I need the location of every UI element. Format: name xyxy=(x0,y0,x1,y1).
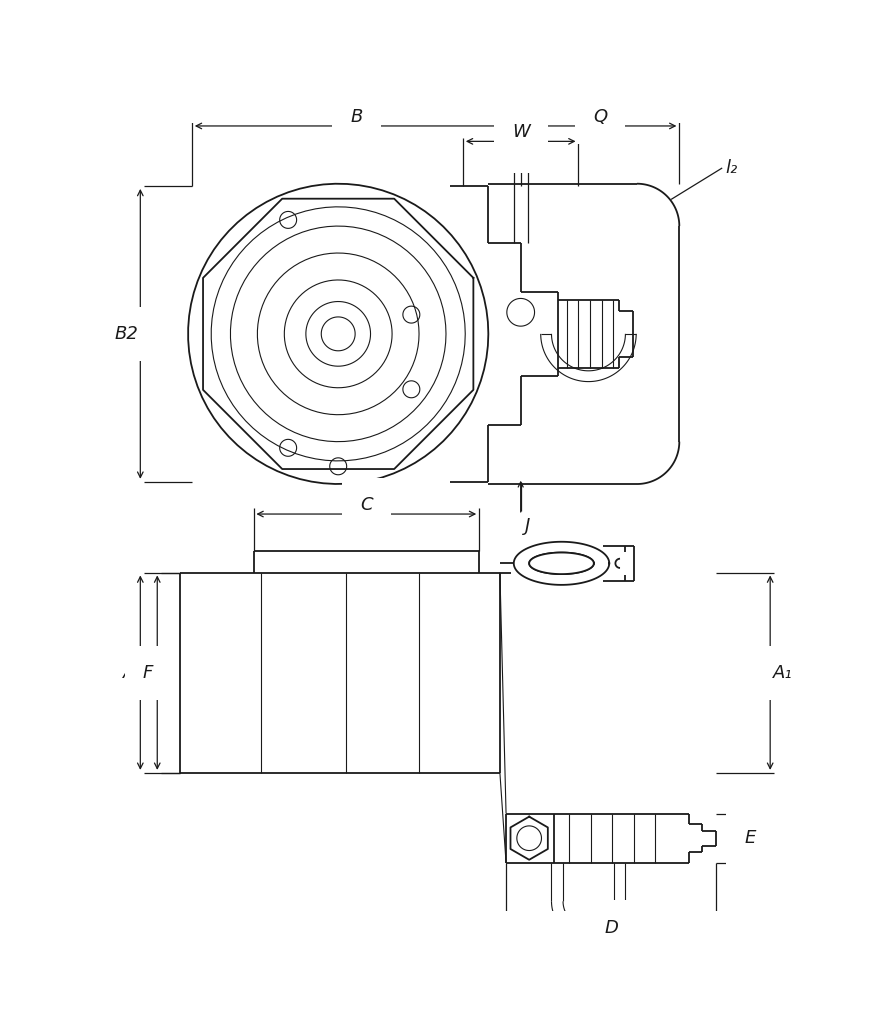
Text: B: B xyxy=(350,108,362,126)
Text: C: C xyxy=(360,496,373,514)
Text: Q: Q xyxy=(593,108,607,126)
Text: D: D xyxy=(604,919,618,937)
Text: V: V xyxy=(515,138,526,157)
Text: B2: B2 xyxy=(114,325,138,343)
Text: F: F xyxy=(143,664,153,682)
Text: W: W xyxy=(512,123,530,141)
Ellipse shape xyxy=(530,553,594,574)
Text: l₂: l₂ xyxy=(726,160,738,177)
Text: J: J xyxy=(524,517,530,536)
Text: A₁: A₁ xyxy=(773,664,793,682)
Text: E: E xyxy=(745,829,756,847)
Text: A: A xyxy=(124,664,136,682)
